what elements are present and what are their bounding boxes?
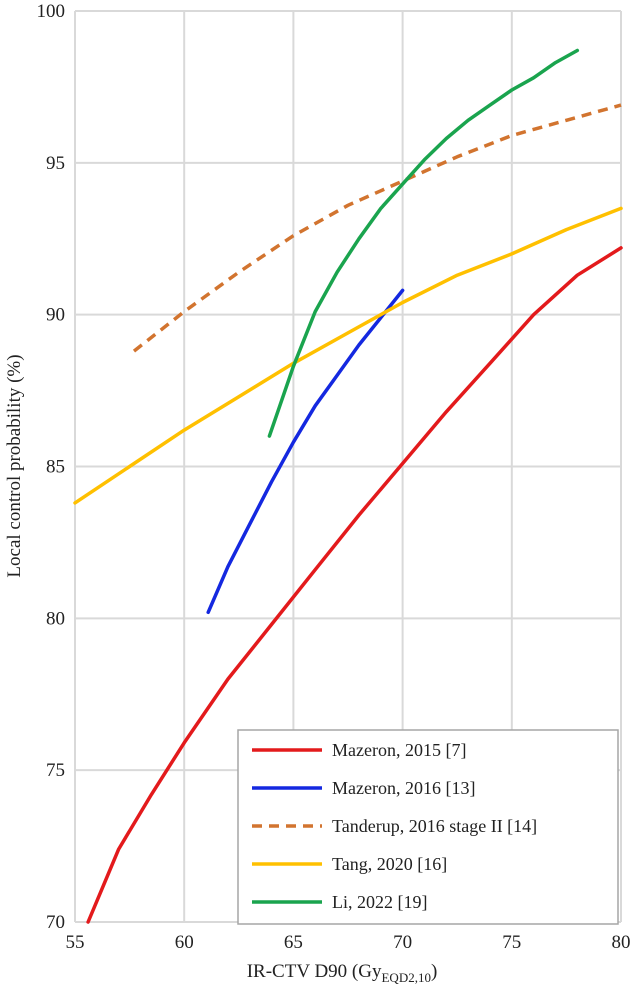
legend-label-1: Mazeron, 2015 [7] [332,740,466,760]
y-tick-label: 70 [46,912,65,933]
y-tick-label: 75 [46,760,65,781]
y-tick-label: 80 [46,608,65,629]
x-tick-label: 70 [393,932,412,953]
x-axis-title: IR-CTV D90 (GyEQD2,10) [247,961,438,985]
series-line-3 [132,103,622,353]
x-axis-title-end: ) [431,961,437,982]
legend-box [237,729,619,925]
series-line-4 [73,206,623,505]
series-line-5 [267,48,580,438]
y-tick-label: 100 [37,1,66,22]
legend-label-3: Tanderup, 2016 stage II [14] [332,816,537,836]
grid [74,10,622,923]
tick-labels: 55 60 65 70 75 80 70 75 80 85 90 95 100 [37,1,630,953]
series-layer [73,48,623,924]
x-tick-label: 75 [502,932,521,953]
y-axis-title: Local control probability (%) [4,354,25,577]
x-axis-title-main: IR-CTV D90 (Gy [247,961,382,982]
legend: Mazeron, 2015 [7] Mazeron, 2016 [13] Tande… [237,729,619,925]
y-tick-label: 90 [46,305,65,326]
y-tick-label: 85 [46,457,65,478]
x-axis-title-subscript: EQD2,10 [381,970,430,985]
x-tick-label: 65 [284,932,303,953]
legend-label-5: Li, 2022 [19] [332,892,427,912]
x-tick-label: 80 [612,932,630,953]
series-line-1 [86,246,623,924]
series-line-2 [206,288,405,615]
y-tick-label: 95 [46,153,65,174]
legend-label-4: Tang, 2020 [16] [332,854,447,874]
x-tick-label: 60 [175,932,194,953]
legend-label-2: Mazeron, 2016 [13] [332,778,475,798]
x-tick-label: 55 [66,932,85,953]
